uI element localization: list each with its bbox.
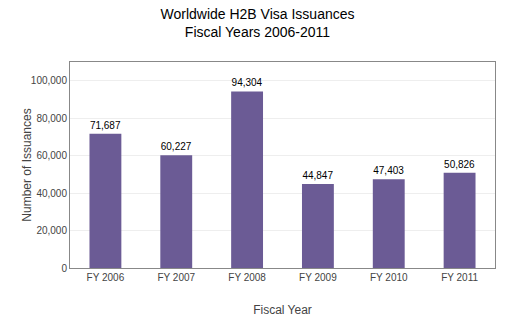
- svg-text:Number of Issuances: Number of Issuances: [20, 108, 34, 221]
- svg-text:47,403: 47,403: [373, 165, 404, 176]
- svg-text:60,000: 60,000: [36, 150, 67, 161]
- svg-text:50,826: 50,826: [444, 159, 475, 170]
- svg-text:71,687: 71,687: [90, 120, 121, 131]
- svg-text:44,847: 44,847: [302, 170, 333, 181]
- svg-text:94,304: 94,304: [232, 77, 263, 88]
- svg-text:FY 2008: FY 2008: [228, 272, 266, 283]
- svg-text:Worldwide H2B Visa IssuancesFi: Worldwide H2B Visa IssuancesFiscal Years…: [160, 6, 354, 40]
- svg-text:0: 0: [61, 263, 67, 274]
- svg-text:100,000: 100,000: [31, 75, 68, 86]
- svg-text:FY 2011: FY 2011: [441, 272, 478, 283]
- svg-text:FY 2007: FY 2007: [157, 272, 195, 283]
- svg-text:80,000: 80,000: [36, 113, 67, 124]
- svg-text:FY 2010: FY 2010: [370, 272, 408, 283]
- svg-text:FY 2009: FY 2009: [299, 272, 337, 283]
- svg-text:40,000: 40,000: [36, 188, 67, 199]
- svg-text:20,000: 20,000: [36, 225, 67, 236]
- svg-text:60,227: 60,227: [161, 141, 192, 152]
- svg-text:FY 2006: FY 2006: [87, 272, 125, 283]
- svg-text:Fiscal Year: Fiscal Year: [253, 303, 312, 317]
